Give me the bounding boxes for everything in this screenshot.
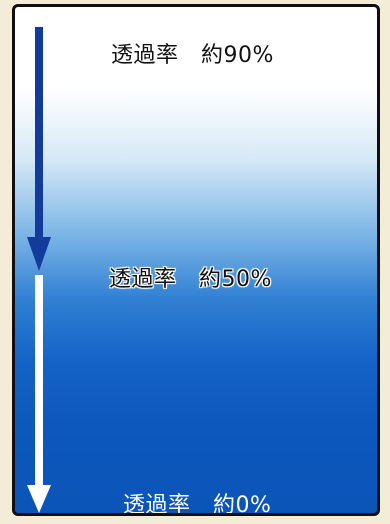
white-arrow-shaft (35, 275, 43, 487)
dark-blue-down-arrow (27, 27, 51, 271)
white-arrow-head (27, 485, 51, 513)
white-down-arrow (27, 275, 51, 513)
transmittance-gradient-panel: 透過率 約90% 透過率 約50% 透過率 約0% (12, 4, 380, 516)
dark-arrow-shaft (35, 27, 43, 239)
transmittance-label-50: 透過率 約50% (109, 267, 272, 292)
transmittance-label-90: 透過率 約90% (111, 43, 274, 68)
arrows-layer (27, 27, 51, 513)
transmittance-label-0: 透過率 約0% (123, 493, 272, 516)
dark-arrow-head (27, 237, 51, 271)
